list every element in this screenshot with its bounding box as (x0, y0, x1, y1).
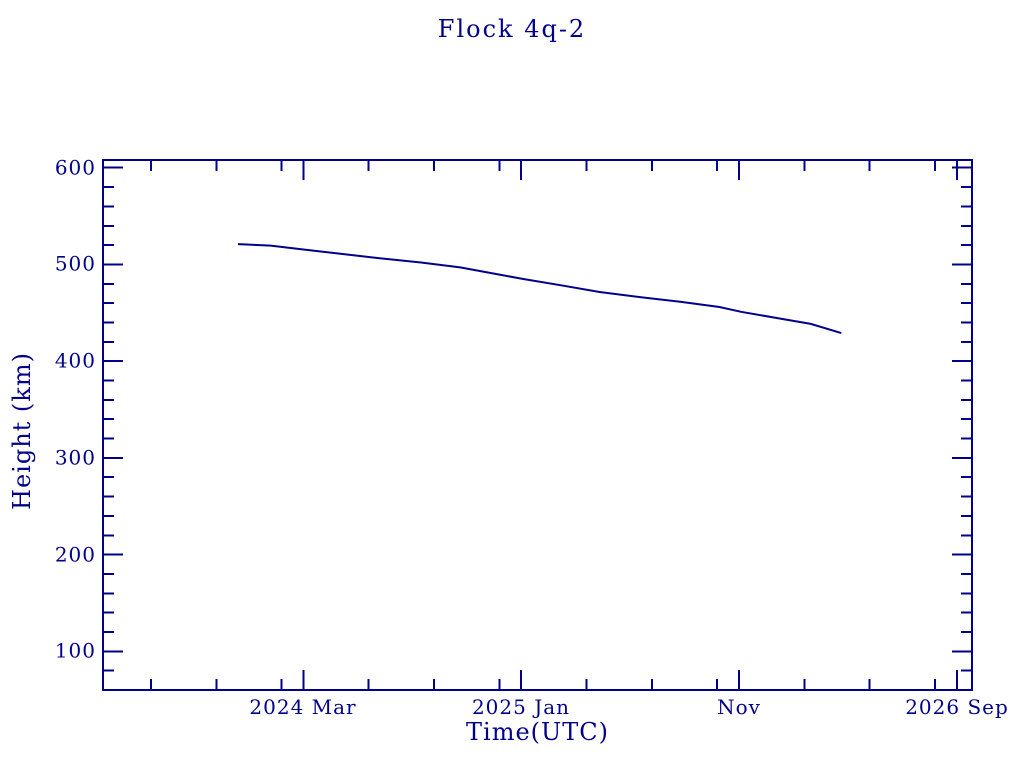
y-tick-label: 100 (54, 638, 96, 663)
x-tick-label: Nov (717, 695, 761, 719)
x-tick-label: 2025 Jan (471, 695, 571, 719)
y-tick-label: 400 (54, 348, 96, 373)
chart-title: Flock 4q-2 (437, 15, 587, 43)
x-axis-title: Time(UTC) (466, 718, 609, 746)
x-tick-label: 2026 Sep (905, 695, 1009, 719)
y-tick-label: 600 (54, 155, 96, 180)
y-tick-label: 200 (54, 542, 96, 567)
data-curve (237, 243, 842, 335)
y-tick-label: 500 (54, 251, 96, 276)
y-axis-title: Height (km) (8, 352, 36, 510)
x-tick-label: 2024 Mar (249, 695, 357, 719)
y-axis-ticks (103, 166, 972, 691)
x-axis-ticks (149, 160, 958, 690)
axis-frame (102, 159, 973, 691)
y-tick-label: 300 (54, 445, 96, 470)
